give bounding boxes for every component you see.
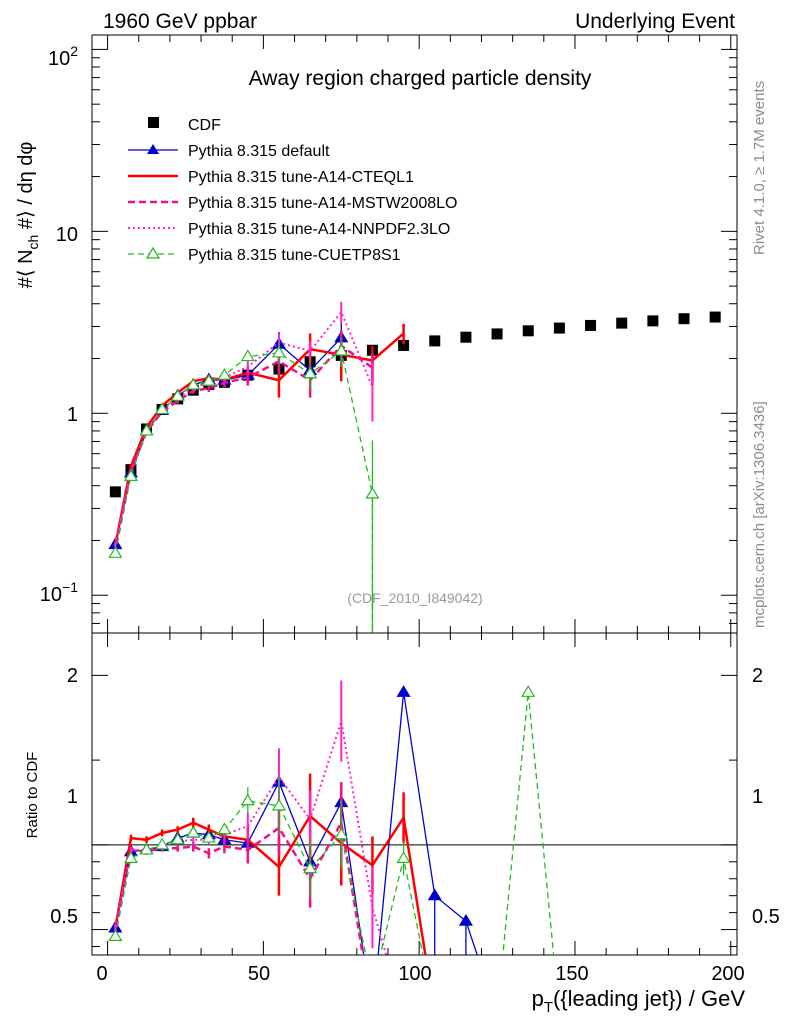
- marker-cuetp8s1: [271, 345, 287, 358]
- marker-cuetp8s1: [170, 389, 185, 401]
- xtick-label-150: 150: [555, 963, 588, 985]
- ratio-marker-cuetp8s1: [521, 685, 536, 697]
- ytick-label-10pow-1-base: 10: [40, 584, 62, 606]
- ratio-ytick-left-0.5: 0.5: [50, 906, 78, 928]
- cdf-point: [678, 313, 690, 325]
- ratio-marker-cuetp8s1: [139, 842, 154, 855]
- xtick-label-100: 100: [398, 963, 431, 985]
- marker-cuetp8s1: [334, 343, 349, 356]
- cdf-point: [429, 335, 441, 347]
- legend-marker-cuetp8s1: [145, 246, 161, 259]
- marker-cuetp8s1: [217, 368, 232, 380]
- ratio-marker-default: [396, 685, 411, 697]
- cdf-point: [491, 328, 503, 340]
- xlabel-post: ({leading jet}) / GeV: [553, 986, 745, 1011]
- cdf-point: [553, 322, 565, 334]
- main-panel: Away region charged particle density (CD…: [15, 34, 738, 634]
- legend-label-a14-mstw: Pythia 8.315 tune-A14-MSTW2008LO: [188, 195, 457, 212]
- marker-cuetp8s1: [365, 486, 380, 499]
- ytick-label-10pow2: 102: [48, 43, 78, 70]
- legend-label-cdf: CDF: [188, 117, 221, 134]
- marker-cuetp8s1: [201, 374, 216, 386]
- marker-cuetp8s1: [108, 546, 123, 558]
- cdf-point: [460, 331, 472, 343]
- main-frame: [91, 34, 738, 634]
- legend-marker-default: [147, 144, 159, 154]
- ratio-marker-cuetp8s1: [186, 825, 201, 838]
- ratio-panel: Ratio to CDF 2 1 0.5 2 1 0.5 0 50 100 15…: [24, 632, 780, 1016]
- ratio-marker-cuetp8s1: [240, 793, 255, 806]
- ratio-marker-cuetp8s1: [170, 832, 185, 845]
- cdf-point: [109, 486, 121, 498]
- main-axes: [92, 35, 737, 633]
- cdf-point: [616, 317, 628, 329]
- ratio-series: [108, 680, 555, 955]
- watermark: (CDF_2010_I849042): [347, 590, 482, 606]
- main-series: [108, 301, 721, 633]
- cdf-point: [709, 311, 721, 323]
- cdf-point: [585, 319, 597, 331]
- cdf-point: [647, 315, 659, 327]
- marker-cuetp8s1: [139, 423, 154, 436]
- ratio-marker-cuetp8s1: [123, 851, 139, 864]
- cdf-point: [398, 339, 410, 351]
- ratio-ytick-left-1: 1: [67, 786, 78, 808]
- main-ylabel-post: #⟩ / dη dφ: [15, 142, 37, 235]
- xlabel-sub: T: [544, 999, 553, 1016]
- side-mcplots: mcplots.cern.ch [arXiv:1306.3436]: [751, 401, 768, 628]
- ratio-marker-cuetp8s1: [201, 830, 216, 843]
- ratio-ytick-right-2: 2: [752, 665, 763, 687]
- cdf-point: [522, 325, 534, 337]
- ratio-marker-cuetp8s1: [303, 861, 318, 874]
- xtick-label-50: 50: [248, 963, 270, 985]
- marker-cuetp8s1: [155, 402, 170, 415]
- legend-label-a14-nnpdf: Pythia 8.315 tune-A14-NNPDF2.3LO: [188, 221, 450, 238]
- xlabel: pT({leading jet}) / GeV: [532, 986, 746, 1016]
- ratio-ytick-right-0.5: 0.5: [752, 906, 780, 928]
- ytick-label-10: 10: [56, 224, 78, 246]
- ratio-ylabel: Ratio to CDF: [24, 752, 41, 839]
- ratio-line-a14_nnpdf: [114, 720, 388, 955]
- header-right: Underlying Event: [575, 10, 735, 33]
- xtick-label-0: 0: [96, 963, 107, 985]
- legend: CDF Pythia 8.315 default Pythia 8.315 tu…: [128, 117, 457, 264]
- main-ylabel-sub: ch: [25, 235, 41, 250]
- marker-cuetp8s1: [303, 366, 318, 379]
- ytick-label-10pow-1: 10−1: [40, 579, 78, 606]
- main-title: Away region charged particle density: [249, 67, 592, 90]
- header-left: 1960 GeV ppbar: [103, 10, 257, 33]
- ratio-axes: [92, 633, 737, 955]
- ratio-marker-cuetp8s1: [217, 822, 232, 835]
- ytick-label-10pow2-exp: 2: [70, 43, 78, 59]
- marker-cuetp8s1: [123, 469, 139, 481]
- ratio-marker-cuetp8s1: [334, 827, 349, 840]
- xtick-label-200: 200: [711, 963, 744, 985]
- ratio-marker-cuetp8s1: [155, 837, 170, 850]
- side-rivet: Rivet 4.1.0, ≥ 1.7M events: [751, 81, 768, 255]
- ratio-marker-cuetp8s1: [108, 929, 123, 941]
- ytick-label-10pow2-base: 10: [48, 48, 70, 70]
- ratio-marker-cuetp8s1: [396, 851, 411, 864]
- ratio-frame: [91, 632, 738, 956]
- ratio-ytick-right-1: 1: [752, 786, 763, 808]
- xlabel-pre: p: [532, 986, 544, 1011]
- legend-label-a14-cteql1: Pythia 8.315 tune-A14-CTEQL1: [188, 169, 414, 186]
- ratio-ytick-left-2: 2: [67, 665, 78, 687]
- legend-marker-cdf: [148, 117, 159, 128]
- main-ylabel: #⟨ Nch #⟩ / dη dφ: [15, 142, 41, 289]
- legend-label-default: Pythia 8.315 default: [188, 143, 330, 160]
- ratio-series-clipped: [108, 680, 555, 955]
- main-ylabel-pre: #⟨ N: [15, 249, 37, 288]
- marker-cuetp8s1: [186, 377, 201, 390]
- ytick-label-10pow-1-exp: −1: [62, 579, 78, 595]
- marker-cuetp8s1: [240, 349, 255, 362]
- ratio-marker-cuetp8s1: [271, 798, 287, 811]
- ytick-label-1: 1: [67, 404, 78, 426]
- legend-label-cuetp8s1: Pythia 8.315 tune-CUETP8S1: [188, 247, 401, 264]
